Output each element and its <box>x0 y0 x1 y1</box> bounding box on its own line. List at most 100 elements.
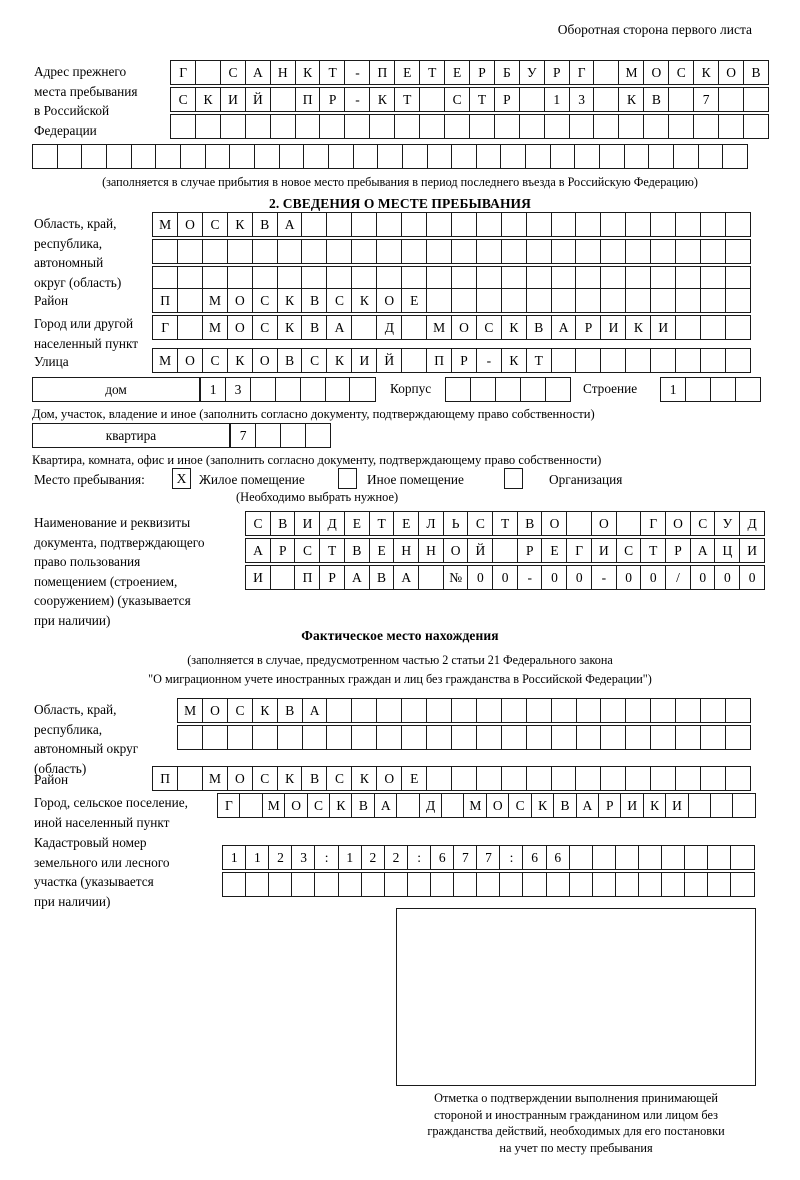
char-cell[interactable] <box>493 114 521 139</box>
char-cell[interactable]: О <box>717 60 745 85</box>
char-cell[interactable]: Г <box>152 315 179 340</box>
char-cell[interactable] <box>406 872 432 897</box>
char-cell[interactable] <box>500 288 527 313</box>
char-cell[interactable] <box>700 698 727 723</box>
char-cell[interactable] <box>450 698 478 723</box>
char-cell[interactable] <box>170 114 197 139</box>
char-cell[interactable] <box>525 288 552 313</box>
korpus-boxes[interactable] <box>445 377 571 402</box>
char-cell[interactable]: Г <box>170 60 197 85</box>
char-cell[interactable]: О <box>541 511 568 536</box>
char-cell[interactable] <box>730 872 755 897</box>
char-cell[interactable]: К <box>618 87 645 112</box>
char-cell[interactable] <box>615 511 642 536</box>
char-cell[interactable] <box>675 239 702 264</box>
char-cell[interactable] <box>575 288 602 313</box>
char-cell[interactable] <box>519 377 547 402</box>
char-cell[interactable]: П <box>294 565 321 590</box>
char-cell[interactable] <box>525 725 552 750</box>
flat-number-boxes[interactable]: 7 <box>230 423 332 448</box>
char-cell[interactable] <box>441 793 465 818</box>
char-cell[interactable] <box>543 114 570 139</box>
char-cell[interactable] <box>668 87 695 112</box>
char-cell[interactable] <box>226 725 254 750</box>
char-cell[interactable]: О <box>176 348 204 373</box>
char-cell[interactable]: К <box>369 87 396 112</box>
char-cell[interactable]: 1 <box>660 377 687 402</box>
char-cell[interactable] <box>550 288 577 313</box>
char-cell[interactable]: О <box>376 288 403 313</box>
char-cell[interactable]: К <box>226 212 254 237</box>
char-cell[interactable] <box>724 348 752 373</box>
char-cell[interactable]: Й <box>244 87 272 112</box>
char-cell[interactable] <box>550 766 577 791</box>
char-cell[interactable]: В <box>643 87 670 112</box>
char-cell[interactable]: К <box>251 698 279 723</box>
char-cell[interactable] <box>575 698 602 723</box>
char-cell[interactable] <box>351 725 378 750</box>
char-cell[interactable]: Й <box>376 348 403 373</box>
char-cell[interactable]: А <box>393 565 420 590</box>
char-cell[interactable] <box>525 766 552 791</box>
char-cell[interactable] <box>625 766 652 791</box>
char-cell[interactable] <box>724 212 752 237</box>
char-cell[interactable]: - <box>590 565 617 590</box>
char-cell[interactable]: С <box>201 212 229 237</box>
char-cell[interactable]: 0 <box>492 565 519 590</box>
char-cell[interactable]: О <box>226 315 254 340</box>
char-cell[interactable] <box>476 872 501 897</box>
char-cell[interactable]: А <box>301 698 328 723</box>
char-cell[interactable] <box>426 725 453 750</box>
char-cell[interactable]: Е <box>401 766 428 791</box>
char-cell[interactable]: А <box>689 538 716 563</box>
char-cell[interactable] <box>549 144 576 169</box>
char-cell[interactable]: К <box>276 766 303 791</box>
char-cell[interactable] <box>475 212 503 237</box>
char-cell[interactable]: К <box>693 60 720 85</box>
char-cell[interactable] <box>500 239 527 264</box>
char-cell[interactable] <box>684 377 712 402</box>
char-cell[interactable] <box>675 315 702 340</box>
char-cell[interactable]: И <box>620 793 645 818</box>
char-cell[interactable]: Д <box>739 511 766 536</box>
char-cell[interactable] <box>401 348 428 373</box>
char-cell[interactable] <box>401 725 428 750</box>
char-cell[interactable]: 7 <box>693 87 720 112</box>
char-cell[interactable]: Р <box>319 565 346 590</box>
char-cell[interactable]: 0 <box>739 565 766 590</box>
char-cell[interactable] <box>269 565 296 590</box>
char-cell[interactable]: К <box>625 315 652 340</box>
char-cell[interactable]: К <box>329 793 353 818</box>
char-cell[interactable]: С <box>508 793 533 818</box>
char-cell[interactable]: : <box>314 845 339 870</box>
char-cell[interactable] <box>684 872 709 897</box>
char-cell[interactable]: 2 <box>383 845 409 870</box>
char-cell[interactable] <box>650 766 677 791</box>
char-cell[interactable]: К <box>226 348 254 373</box>
char-cell[interactable]: О <box>643 60 670 85</box>
char-cell[interactable]: В <box>525 315 552 340</box>
char-cell[interactable]: С <box>326 766 353 791</box>
char-cell[interactable] <box>352 144 379 169</box>
char-cell[interactable]: С <box>294 538 321 563</box>
char-cell[interactable]: 1 <box>245 845 270 870</box>
char-cell[interactable] <box>648 144 675 169</box>
stay-type-residential-checkbox[interactable]: Х <box>172 468 191 489</box>
char-cell[interactable] <box>394 114 421 139</box>
char-cell[interactable] <box>675 288 702 313</box>
char-cell[interactable]: И <box>650 315 677 340</box>
char-cell[interactable] <box>675 766 702 791</box>
char-cell[interactable]: О <box>284 793 309 818</box>
char-cell[interactable]: : <box>499 845 524 870</box>
char-cell[interactable]: 1 <box>222 845 247 870</box>
char-cell[interactable] <box>294 114 321 139</box>
char-cell[interactable] <box>650 725 677 750</box>
char-cell[interactable] <box>734 377 762 402</box>
char-cell[interactable]: 2 <box>360 845 386 870</box>
char-cell[interactable]: Т <box>319 60 346 85</box>
char-cell[interactable]: А <box>575 793 600 818</box>
char-cell[interactable] <box>426 144 453 169</box>
char-cell[interactable] <box>687 793 712 818</box>
char-cell[interactable]: Е <box>443 60 471 85</box>
